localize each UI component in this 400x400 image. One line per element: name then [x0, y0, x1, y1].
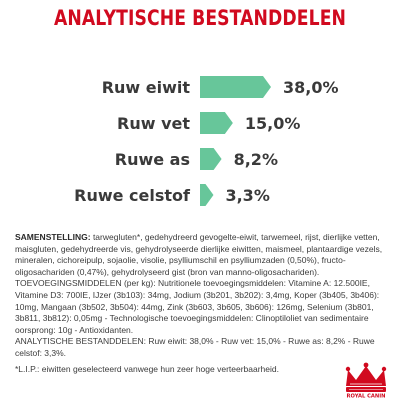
additives-text: TOEVOEGINGSMIDDELEN (per kg): Nutritione… — [15, 278, 380, 335]
brand-text: ROYAL CANIN — [346, 394, 385, 399]
nutrient-bar-chart: Ruw eiwit 38,0% Ruw vet 15,0% Ruwe as 8,2% Ruw… — [74, 76, 339, 206]
value-label: 38,0% — [283, 78, 339, 97]
category-label: Ruw eiwit — [102, 78, 191, 97]
bar — [200, 184, 214, 206]
bar — [200, 76, 271, 98]
bar — [200, 148, 222, 170]
category-label: Ruw vet — [117, 114, 190, 133]
value-label: 3,3% — [225, 186, 269, 205]
footnote: *L.I.P.: eiwitten geselecteerd vanwege h… — [15, 364, 279, 374]
royal-canin-logo: ROYAL CANIN — [345, 362, 387, 399]
value-label: 8,2% — [234, 150, 278, 169]
composition-block: SAMENSTELLING: tarwegluten*, gedehydreer… — [15, 232, 387, 360]
category-label: Ruwe celstof — [74, 186, 191, 205]
analytical-text: ANALYTISCHE BESTANDDELEN: Ruw eiwit: 38,… — [15, 336, 375, 358]
bar — [200, 112, 233, 134]
crown-icon — [345, 362, 387, 392]
ingredients-text: tarwegluten*, gedehydreerd gevogelte-eiw… — [15, 232, 383, 277]
composition-label: SAMENSTELLING: — [15, 232, 91, 242]
value-label: 15,0% — [245, 114, 301, 133]
page-title: ANALYTISCHE BESTANDDELEN — [53, 6, 347, 30]
category-label: Ruwe as — [115, 150, 190, 169]
